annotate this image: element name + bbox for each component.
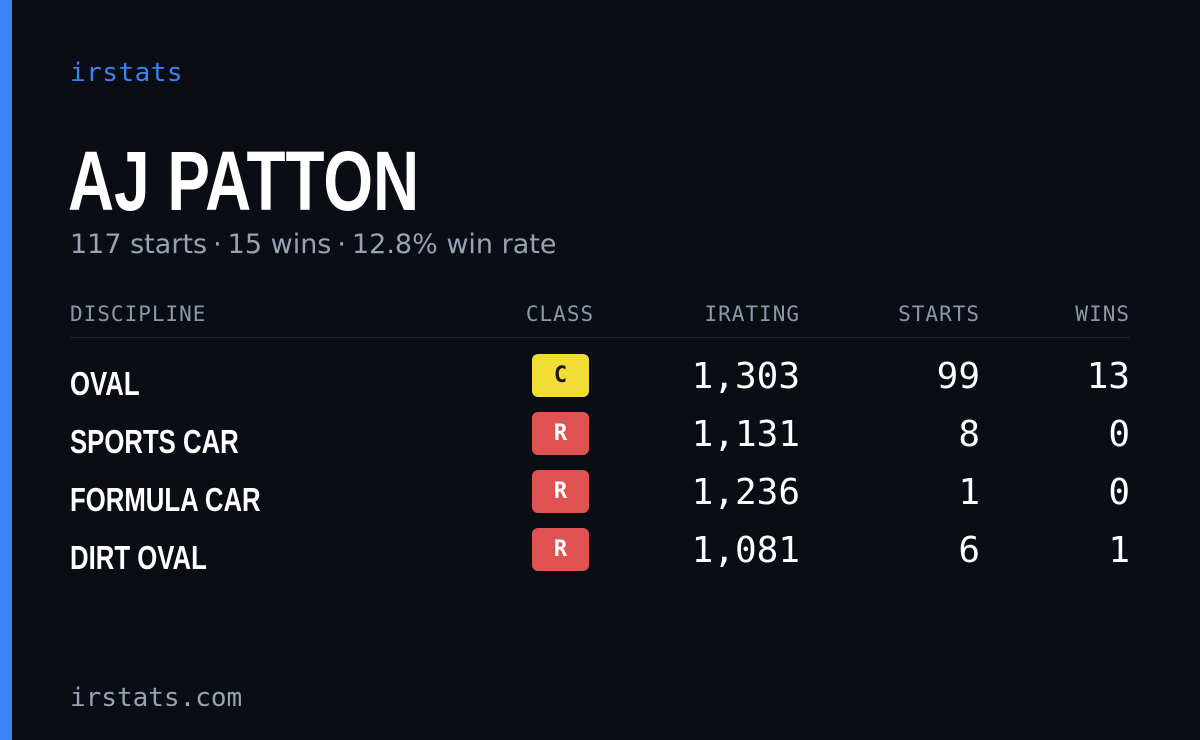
stats-table: DISCIPLINE CLASS IRATING STARTS WINS OVA… [70,298,1130,586]
starts-value: 8 [958,414,980,455]
footer-site-link[interactable]: irstats.com [70,683,243,713]
wins-value: 0 [1108,414,1130,455]
class-badge: R [532,528,589,571]
discipline-name: SPORTS CAR [70,423,239,460]
wins-value: 1 [1108,530,1130,571]
total-starts: 117 starts [70,229,208,260]
table-row-oval: OVAL C 1,303 99 13 [70,354,1130,412]
starts-value: 99 [936,356,980,397]
total-wins: 15 wins [227,229,332,260]
header-irating: IRATING [704,302,800,326]
discipline-name: FORMULA CAR [70,481,261,518]
separator-dot: · [337,229,346,260]
discipline-name: OVAL [70,365,140,402]
wins-value: 0 [1108,472,1130,513]
header-discipline: DISCIPLINE [70,302,207,326]
driver-summary: 117 starts · 15 wins · 12.8% win rate [70,228,556,262]
header-class-label: CLASS [525,302,595,326]
table-header: DISCIPLINE CLASS IRATING STARTS WINS [70,298,1130,338]
table-row-formula-car: FORMULA CAR R 1,236 1 0 [70,470,1130,528]
driver-name: AJ PATTON [68,134,420,228]
separator-dot: · [213,229,222,260]
irating-value: 1,081 [691,530,800,571]
win-rate: 12.8% win rate [351,229,557,260]
wins-value: 13 [1086,356,1130,397]
table-row-sports-car: SPORTS CAR R 1,131 8 0 [70,412,1130,470]
header-starts: STARTS [898,302,980,326]
table-row-dirt-oval: DIRT OVAL R 1,081 6 1 [70,528,1130,586]
irating-value: 1,303 [691,356,800,397]
class-badge: R [532,412,589,455]
starts-value: 6 [958,530,980,571]
irating-value: 1,131 [691,414,800,455]
discipline-name: DIRT OVAL [70,539,207,576]
class-badge: R [532,470,589,513]
class-badge: C [532,354,589,397]
table-body: OVAL C 1,303 99 13 SPORTS CAR R 1,131 8 … [70,338,1130,586]
irating-value: 1,236 [691,472,800,513]
header-wins: WINS [1075,302,1130,326]
brand-logo-text[interactable]: irstats [70,58,184,88]
starts-value: 1 [958,472,980,513]
accent-bar [0,0,12,740]
